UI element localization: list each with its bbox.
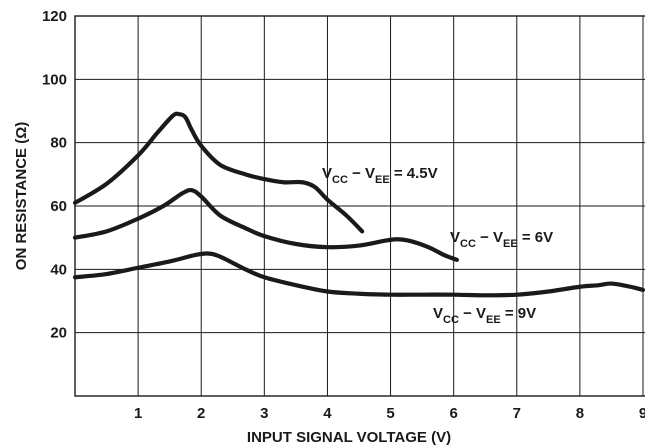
y-tick-label: 100 bbox=[42, 71, 67, 88]
x-tick-label: 1 bbox=[134, 405, 142, 422]
series-label-3: VCC − VEE = 9V bbox=[433, 305, 536, 326]
plot-frame bbox=[74, 15, 645, 397]
y-tick-label: 80 bbox=[50, 135, 67, 152]
y-tick-label: 60 bbox=[50, 198, 67, 215]
x-tick-label: 6 bbox=[449, 405, 457, 422]
x-tick-label: 9 bbox=[639, 405, 645, 422]
y-tick-labels: 20 40 60 80 100 120 bbox=[42, 8, 67, 342]
series-labels: VCC − VEE = 4.5V VCC − VEE = 6V VCC − VEE … bbox=[322, 165, 553, 326]
y-tick-label: 120 bbox=[42, 8, 67, 25]
x-tick-labels: 1 2 3 4 5 6 7 8 9 bbox=[134, 405, 645, 422]
y-tick-label: 20 bbox=[50, 325, 67, 342]
series-line-3 bbox=[72, 251, 645, 298]
series-label-1: VCC − VEE = 4.5V bbox=[322, 165, 438, 186]
x-tick-label: 8 bbox=[576, 405, 584, 422]
x-tick-label: 7 bbox=[513, 405, 521, 422]
series-line-1 bbox=[72, 111, 365, 234]
x-tick-label: 4 bbox=[323, 405, 332, 422]
grid-lines bbox=[75, 15, 645, 396]
x-tick-label: 2 bbox=[197, 405, 205, 422]
y-axis-label: ON RESISTANCE (Ω) bbox=[13, 122, 30, 270]
series-line-2 bbox=[72, 187, 459, 262]
x-axis-label: INPUT SIGNAL VOLTAGE (V) bbox=[247, 429, 451, 446]
x-tick-label: 5 bbox=[386, 405, 394, 422]
x-tick-label: 3 bbox=[260, 405, 268, 422]
y-tick-label: 40 bbox=[50, 261, 67, 278]
series-curves bbox=[72, 111, 645, 298]
series-label-2: VCC − VEE = 6V bbox=[450, 229, 553, 250]
